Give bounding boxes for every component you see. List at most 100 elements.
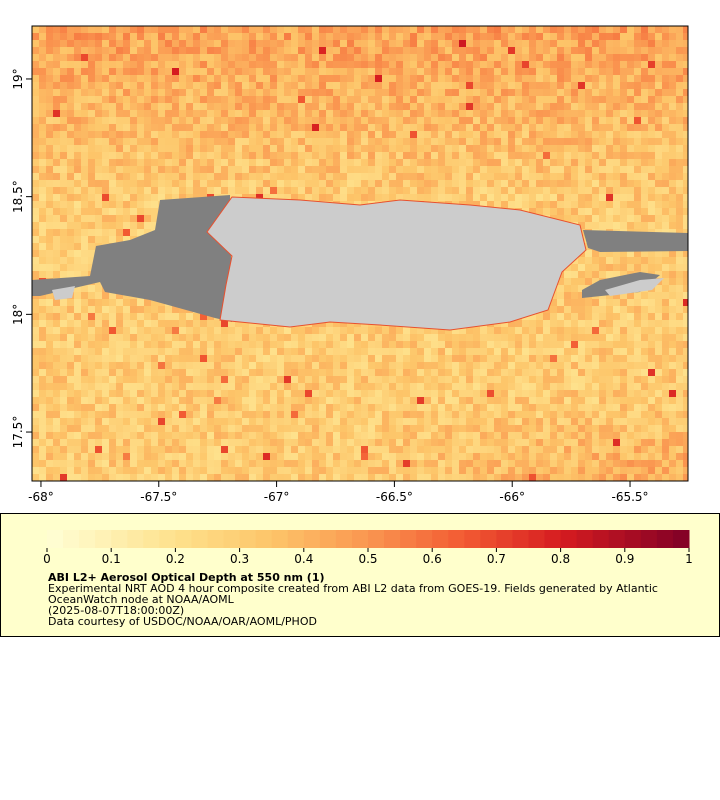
raster-cell (242, 68, 249, 75)
raster-cell (67, 369, 74, 376)
raster-cell (193, 61, 200, 68)
raster-cell (277, 68, 284, 75)
raster-cell (389, 75, 396, 82)
raster-cell (242, 180, 249, 187)
raster-cell (333, 376, 340, 383)
raster-cell (137, 362, 144, 369)
raster-cell (543, 152, 550, 159)
raster-cell (95, 138, 102, 145)
raster-cell (144, 334, 151, 341)
raster-cell (564, 208, 571, 215)
raster-cell (669, 369, 676, 376)
raster-cell (487, 376, 494, 383)
raster-cell (67, 96, 74, 103)
raster-cell (655, 285, 662, 292)
raster-cell (389, 159, 396, 166)
raster-cell (172, 82, 179, 89)
raster-cell (249, 89, 256, 96)
raster-cell (326, 117, 333, 124)
raster-cell (298, 194, 305, 201)
raster-cell (242, 96, 249, 103)
raster-cell (676, 194, 683, 201)
raster-cell (501, 61, 508, 68)
raster-cell (32, 369, 39, 376)
raster-cell (459, 110, 466, 117)
raster-cell (599, 306, 606, 313)
raster-cell (662, 222, 669, 229)
raster-cell (193, 47, 200, 54)
raster-cell (277, 110, 284, 117)
raster-cell (172, 376, 179, 383)
raster-cell (445, 187, 452, 194)
raster-cell (655, 292, 662, 299)
raster-cell (95, 292, 102, 299)
raster-cell (277, 75, 284, 82)
raster-cell (354, 159, 361, 166)
raster-cell (613, 61, 620, 68)
raster-cell (53, 250, 60, 257)
raster-cell (368, 159, 375, 166)
raster-cell (88, 334, 95, 341)
raster-cell (557, 390, 564, 397)
raster-cell (669, 348, 676, 355)
raster-cell (32, 152, 39, 159)
raster-cell (473, 96, 480, 103)
raster-cell (109, 362, 116, 369)
raster-cell (571, 47, 578, 54)
raster-cell (382, 47, 389, 54)
raster-cell (389, 180, 396, 187)
raster-cell (200, 33, 207, 40)
raster-cell (39, 383, 46, 390)
raster-cell (396, 26, 403, 33)
raster-cell (515, 61, 522, 68)
raster-cell (459, 383, 466, 390)
raster-cell (515, 383, 522, 390)
raster-cell (284, 348, 291, 355)
raster-cell (39, 166, 46, 173)
raster-cell (326, 334, 333, 341)
raster-cell (655, 173, 662, 180)
raster-cell (508, 110, 515, 117)
raster-cell (340, 117, 347, 124)
raster-cell (298, 187, 305, 194)
raster-cell (235, 75, 242, 82)
raster-cell (95, 166, 102, 173)
raster-cell (487, 96, 494, 103)
raster-cell (158, 355, 165, 362)
raster-cell (445, 138, 452, 145)
raster-cell (144, 54, 151, 61)
raster-cell (151, 166, 158, 173)
raster-cell (655, 222, 662, 229)
raster-cell (95, 341, 102, 348)
raster-cell (172, 180, 179, 187)
raster-cell (291, 166, 298, 173)
raster-cell (74, 47, 81, 54)
raster-cell (102, 292, 109, 299)
raster-cell (578, 145, 585, 152)
raster-cell (529, 390, 536, 397)
raster-cell (95, 89, 102, 96)
raster-cell (151, 96, 158, 103)
raster-cell (200, 61, 207, 68)
raster-cell (95, 208, 102, 215)
raster-cell (452, 26, 459, 33)
raster-cell (179, 40, 186, 47)
raster-cell (333, 131, 340, 138)
raster-cell (620, 159, 627, 166)
raster-cell (193, 376, 200, 383)
raster-cell (347, 61, 354, 68)
raster-cell (123, 152, 130, 159)
raster-cell (88, 313, 95, 320)
raster-cell (501, 362, 508, 369)
raster-cell (613, 180, 620, 187)
raster-cell (277, 369, 284, 376)
raster-cell (445, 131, 452, 138)
raster-cell (340, 33, 347, 40)
raster-cell (39, 341, 46, 348)
raster-cell (550, 82, 557, 89)
raster-cell (60, 145, 67, 152)
raster-cell (291, 348, 298, 355)
raster-cell (529, 362, 536, 369)
raster-cell (109, 103, 116, 110)
raster-cell (298, 117, 305, 124)
